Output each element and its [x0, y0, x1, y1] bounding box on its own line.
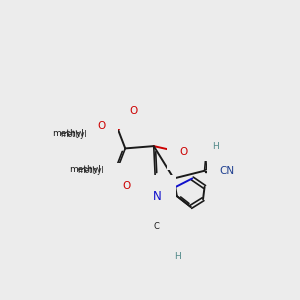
Text: O: O	[180, 147, 188, 157]
Text: CN: CN	[219, 166, 235, 176]
Text: O: O	[97, 121, 106, 131]
Text: H: H	[212, 142, 219, 151]
Text: C: C	[153, 223, 159, 232]
Text: N: N	[210, 136, 218, 146]
Text: methyl: methyl	[77, 166, 104, 175]
Text: O: O	[130, 106, 138, 116]
Text: N: N	[153, 190, 162, 203]
Text: C: C	[162, 241, 168, 250]
Text: methyl: methyl	[52, 129, 84, 138]
Text: S: S	[130, 177, 137, 190]
Text: methyl: methyl	[69, 166, 100, 175]
Text: H: H	[216, 133, 223, 142]
Text: methyl: methyl	[52, 129, 84, 138]
Text: O: O	[122, 181, 130, 191]
Text: methyl: methyl	[60, 130, 87, 139]
Text: H: H	[174, 252, 181, 261]
